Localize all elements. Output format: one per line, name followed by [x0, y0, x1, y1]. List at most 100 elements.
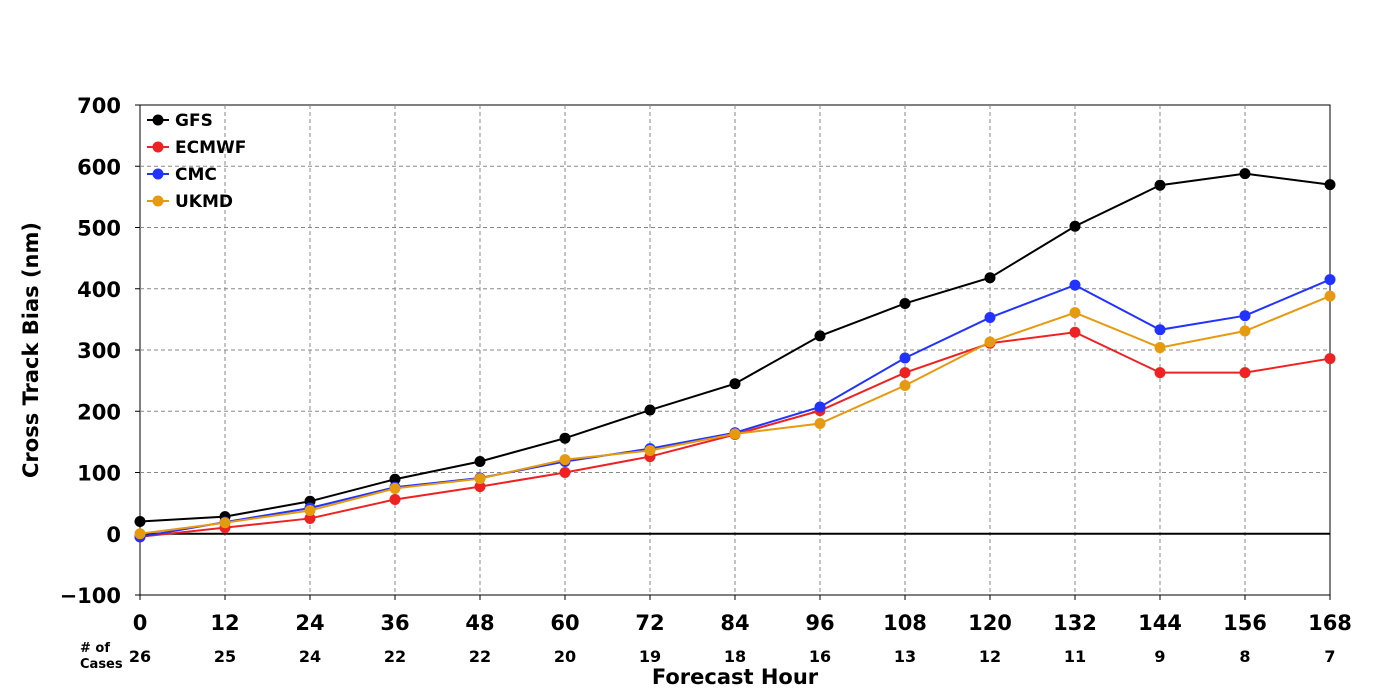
x-tick-label: 36: [380, 611, 409, 635]
cases-label-line2: Cases: [80, 657, 123, 672]
y-tick-label: 0: [106, 523, 121, 547]
data-point-cmc: [814, 401, 826, 413]
data-point-ukmd: [984, 336, 996, 348]
data-point-cmc: [1154, 324, 1166, 336]
x-tick-label: 108: [883, 611, 927, 635]
y-tick-label: 300: [77, 339, 121, 363]
legend-label-ukmd: UKMD: [175, 192, 233, 212]
y-axis-ticks: −100 0 100 200 300 400 500 600 700: [60, 94, 140, 608]
y-tick-label: 200: [77, 400, 121, 424]
case-count-label: 22: [384, 647, 406, 666]
x-axis-title: Forecast Hour: [652, 665, 819, 689]
data-point-gfs: [1069, 220, 1081, 232]
legend-label-ecmwf: ECMWF: [175, 138, 246, 158]
data-point-ecmwf: [1069, 326, 1081, 338]
data-point-ecmwf: [899, 367, 911, 379]
data-point-ukmd: [389, 482, 401, 494]
data-point-ecmwf: [474, 481, 486, 493]
legend-marker-ukmd: [152, 195, 164, 207]
data-point-cmc: [1069, 279, 1081, 291]
legend-label-cmc: CMC: [175, 165, 217, 185]
case-count-label: 12: [979, 647, 1001, 666]
case-count-label: 19: [639, 647, 661, 666]
data-point-ukmd: [474, 473, 486, 485]
data-point-ecmwf: [1154, 367, 1166, 379]
data-point-gfs: [474, 455, 486, 467]
data-point-ukmd: [304, 504, 316, 516]
data-point-gfs: [984, 272, 996, 284]
case-count-label: 16: [809, 647, 831, 666]
x-tick-label: 72: [635, 611, 664, 635]
series-layer: [134, 168, 1336, 543]
data-point-gfs: [1239, 168, 1251, 180]
case-count-label: 24: [299, 647, 321, 666]
data-point-gfs: [559, 432, 571, 444]
case-count-label: 20: [554, 647, 576, 666]
data-point-ukmd: [1154, 342, 1166, 354]
x-tick-label: 132: [1053, 611, 1097, 635]
data-point-ukmd: [219, 517, 231, 529]
legend-label-gfs: GFS: [175, 111, 213, 131]
case-count-label: 11: [1064, 647, 1086, 666]
y-tick-label: 400: [77, 278, 121, 302]
y-tick-label: 700: [77, 94, 121, 118]
case-count-label: 22: [469, 647, 491, 666]
y-tick-label: −100: [60, 584, 121, 608]
case-count-label: 25: [214, 647, 236, 666]
data-point-ecmwf: [559, 467, 571, 478]
x-tick-label: 120: [968, 611, 1012, 635]
x-axis-ticks: 0 12 24 36 48 60 72 84 96 108 120 132 144 156 168: [133, 595, 1352, 635]
y-tick-label: 600: [77, 155, 121, 179]
data-point-ukmd: [134, 528, 146, 540]
data-point-ecmwf: [1239, 367, 1251, 379]
data-point-gfs: [1324, 179, 1336, 191]
x-tick-label: 12: [210, 611, 239, 635]
x-tick-label: 24: [295, 611, 324, 635]
y-axis-title: Cross Track Bias (nm): [19, 222, 43, 478]
data-point-ukmd: [814, 418, 826, 429]
data-point-gfs: [729, 378, 741, 390]
data-point-gfs: [134, 516, 146, 527]
data-point-gfs: [1154, 179, 1166, 191]
data-point-cmc: [899, 352, 911, 364]
cases-row: 26 25 24 22 22 20 19 18 16 13 12 11 9 8 7: [129, 647, 1336, 666]
data-point-ecmwf: [1324, 353, 1336, 365]
data-point-ukmd: [1069, 307, 1081, 319]
data-point-ukmd: [559, 454, 571, 466]
legend: GFS ECMWF CMC UKMD: [147, 111, 246, 212]
x-tick-label: 48: [465, 611, 494, 635]
legend-marker-cmc: [152, 168, 164, 180]
case-count-label: 26: [129, 647, 151, 666]
case-count-label: 13: [894, 647, 916, 666]
cases-label-line1: # of: [80, 641, 110, 656]
x-tick-label: 60: [550, 611, 579, 635]
y-tick-label: 500: [77, 217, 121, 241]
grid-lines: [140, 105, 1330, 595]
data-point-ecmwf: [304, 512, 316, 524]
data-point-ecmwf: [389, 493, 401, 505]
y-tick-label: 100: [77, 462, 121, 486]
data-point-ukmd: [1324, 290, 1336, 302]
data-point-ukmd: [1239, 325, 1251, 337]
x-tick-label: 156: [1223, 611, 1267, 635]
x-tick-label: 96: [805, 611, 834, 635]
case-count-label: 9: [1154, 647, 1165, 666]
case-count-label: 8: [1239, 647, 1250, 666]
case-count-label: 7: [1324, 647, 1335, 666]
data-point-ukmd: [899, 380, 911, 392]
data-point-ukmd: [644, 444, 656, 456]
data-point-ukmd: [729, 428, 741, 440]
x-tick-label: 168: [1308, 611, 1352, 635]
x-tick-label: 84: [720, 611, 749, 635]
legend-marker-gfs: [152, 114, 164, 126]
data-point-cmc: [1324, 274, 1336, 286]
case-count-label: 18: [724, 647, 746, 666]
data-point-gfs: [389, 473, 401, 485]
data-point-cmc: [1239, 310, 1251, 322]
x-tick-label: 144: [1138, 611, 1182, 635]
data-point-gfs: [899, 297, 911, 309]
data-point-gfs: [644, 404, 656, 416]
data-point-cmc: [984, 312, 996, 324]
data-point-gfs: [814, 330, 826, 342]
